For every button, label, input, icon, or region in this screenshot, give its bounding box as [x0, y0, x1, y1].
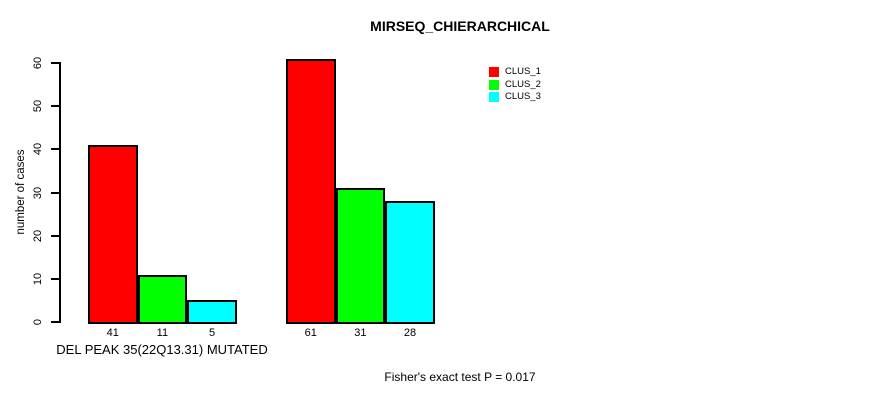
- y-axis-tick: [51, 148, 59, 150]
- y-axis-tick-label: 20: [32, 229, 44, 243]
- y-axis-tick-label: 60: [32, 56, 44, 70]
- bar-clus_3: [187, 300, 237, 324]
- bar-value-label: 5: [208, 327, 216, 339]
- bar-value-label: 41: [106, 327, 119, 339]
- bar-clus_2: [335, 188, 386, 324]
- y-axis-tick: [51, 278, 59, 280]
- y-axis-tick-label: 30: [32, 186, 44, 200]
- y-axis-tick: [51, 105, 59, 107]
- bar-value-label: 31: [354, 327, 367, 339]
- legend-label: CLUS_3: [505, 91, 541, 102]
- legend-label: CLUS_2: [505, 78, 541, 90]
- y-axis-tick-label: 40: [32, 142, 44, 156]
- legend-color-swatch: [489, 92, 499, 102]
- legend-label: CLUS_1: [505, 66, 541, 77]
- bar-value-label: 28: [403, 327, 417, 339]
- y-axis-tick: [51, 321, 59, 323]
- y-axis-tick-label: 50: [32, 99, 44, 113]
- y-axis-tick: [51, 192, 59, 194]
- bar-clus_3: [385, 201, 435, 324]
- bar-clus_2: [137, 275, 188, 324]
- y-axis-tick: [51, 62, 59, 64]
- legend-color-swatch: [489, 67, 499, 77]
- legend-color-swatch: [489, 79, 499, 90]
- y-axis-title: number of cases: [15, 149, 27, 235]
- y-axis-line: [59, 62, 61, 323]
- bar-clus_1: [88, 145, 138, 324]
- y-axis-tick-label: 0: [32, 318, 44, 326]
- y-axis-tick: [51, 235, 59, 237]
- bar-value-label: 61: [304, 327, 317, 339]
- bar-clus_1: [286, 59, 336, 324]
- fisher-test-note: Fisher's exact test P = 0.017: [384, 370, 536, 384]
- y-axis-tick-label: 10: [32, 272, 44, 286]
- bar-value-label: 11: [156, 327, 169, 339]
- x-axis-group-label: DEL PEAK 35(22Q13.31) MUTATED: [56, 342, 268, 357]
- chart-title: MIRSEQ_CHIERARCHICAL: [370, 18, 550, 34]
